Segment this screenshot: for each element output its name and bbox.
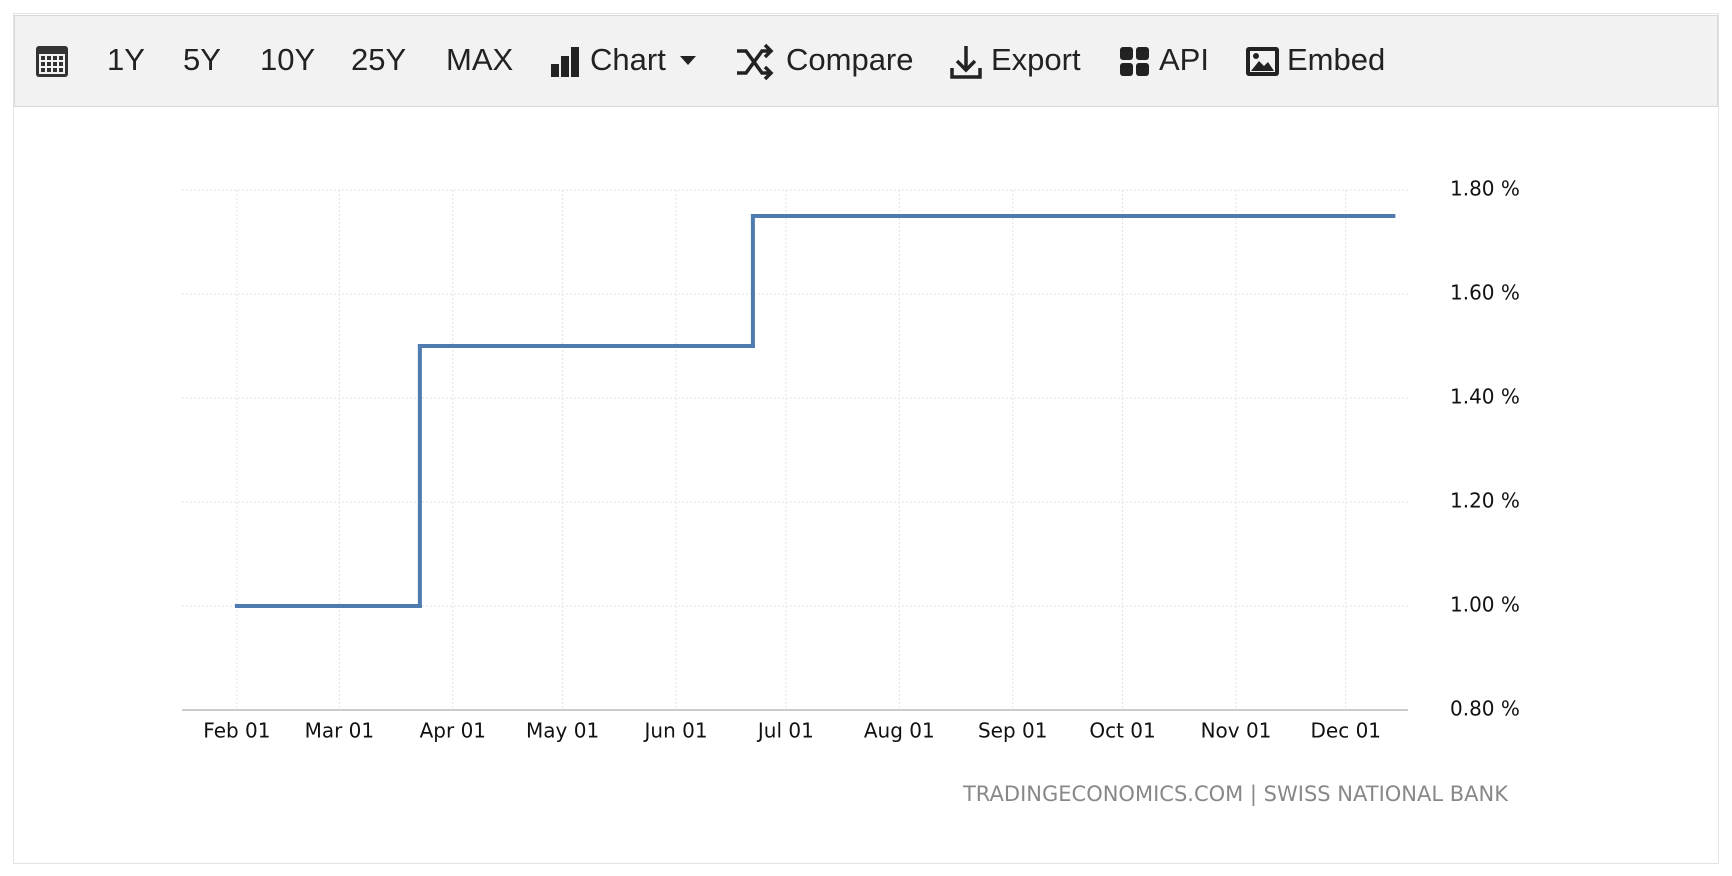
toolbar-button[interactable]: 5Y [183, 42, 221, 77]
export-icon[interactable] [950, 46, 982, 79]
y-tick-label: 0.80 % [1450, 697, 1520, 721]
toolbar-button[interactable]: Export [991, 42, 1081, 77]
source-note: TRADINGECONOMICS.COM | SWISS NATIONAL BA… [962, 782, 1509, 807]
toolbar-button[interactable]: API [1159, 42, 1209, 77]
toolbar-button[interactable]: Embed [1287, 42, 1385, 77]
chart-icon[interactable] [551, 47, 579, 77]
toolbar-button[interactable]: Compare [786, 42, 914, 77]
dropdown-caret[interactable] [680, 56, 696, 65]
toolbar-button[interactable]: MAX [446, 42, 514, 77]
compare-icon[interactable] [737, 43, 774, 81]
x-tick-label: Jun 01 [643, 719, 708, 743]
x-tick-label: Oct 01 [1089, 719, 1155, 743]
toolbar-button[interactable]: 1Y [107, 42, 145, 77]
x-tick-label: Aug 01 [864, 719, 935, 743]
x-tick-label: Dec 01 [1311, 719, 1382, 743]
y-tick-label: 1.20 % [1450, 489, 1520, 513]
toolbar-button[interactable]: Chart [590, 42, 666, 77]
x-tick-label: Apr 01 [420, 719, 486, 743]
y-tick-label: 1.60 % [1450, 281, 1520, 305]
y-tick-label: 1.80 % [1450, 177, 1520, 201]
x-tick-label: Feb 01 [203, 719, 270, 743]
embed-icon[interactable] [1246, 47, 1279, 76]
frame [13, 13, 1719, 864]
toolbar-button[interactable]: 10Y [260, 42, 315, 77]
y-tick-label: 1.00 % [1450, 593, 1520, 617]
toolbar-button[interactable]: 25Y [351, 42, 406, 77]
api-icon[interactable] [1120, 47, 1149, 76]
x-tick-label: Sep 01 [978, 719, 1048, 743]
x-tick-label: Jul 01 [756, 719, 814, 743]
x-tick-label: May 01 [526, 719, 599, 743]
x-tick-label: Nov 01 [1201, 719, 1272, 743]
x-tick-label: Mar 01 [305, 719, 375, 743]
y-tick-label: 1.40 % [1450, 385, 1520, 409]
calendar-icon[interactable] [36, 46, 68, 77]
toolbar [14, 15, 1718, 107]
